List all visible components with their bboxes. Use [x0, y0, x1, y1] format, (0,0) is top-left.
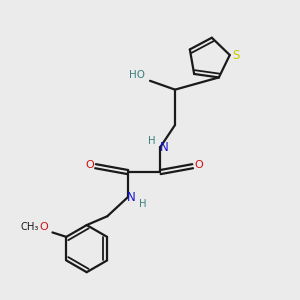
Text: S: S	[232, 49, 240, 62]
Text: CH₃: CH₃	[20, 222, 39, 232]
Text: N: N	[127, 190, 136, 204]
Text: O: O	[194, 160, 203, 170]
Text: H: H	[140, 199, 147, 208]
Text: H: H	[148, 136, 156, 146]
Text: O: O	[39, 222, 48, 232]
Text: N: N	[160, 141, 168, 154]
Text: HO: HO	[129, 70, 145, 80]
Text: O: O	[85, 160, 94, 170]
